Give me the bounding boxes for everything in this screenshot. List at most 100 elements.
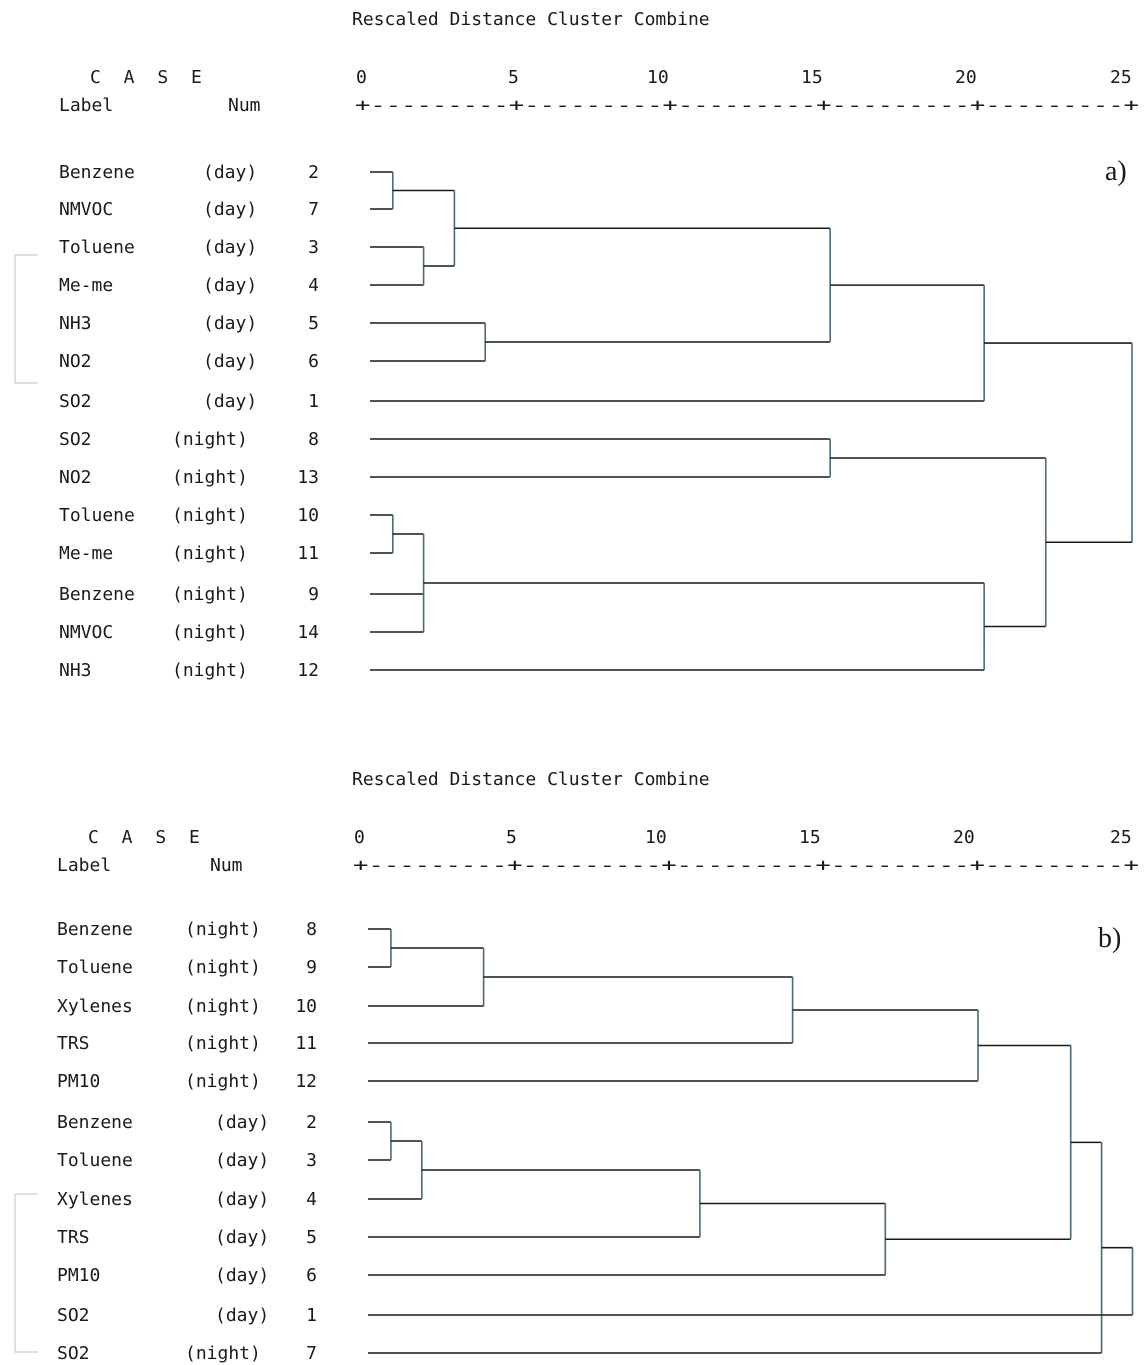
panel-a-tick-25: 25 xyxy=(1110,67,1132,88)
panel-b-label: b) xyxy=(1098,923,1121,954)
panel-a-case-period: (day) xyxy=(203,237,257,258)
panel-b-case-header: C A S E xyxy=(88,827,206,848)
panel-a-case-name: SO2 xyxy=(59,391,92,412)
panel-b-case-period: (day) xyxy=(215,1305,269,1326)
panel-b-scale-line: +---------+---------+---------+---------… xyxy=(353,855,1139,876)
panel-a-case-header: C A S E xyxy=(90,67,208,88)
panel-b-case-period: (day) xyxy=(215,1265,269,1286)
panel-b-tick-20: 20 xyxy=(953,827,975,848)
panel-a-case-period: (night) xyxy=(172,467,248,488)
panel-a-case-num: 4 xyxy=(308,275,319,296)
panel-a-case-num: 12 xyxy=(297,660,319,681)
panel-a-case-period: (night) xyxy=(172,543,248,564)
panel-b-case-num: 6 xyxy=(306,1265,317,1286)
panel-b-case-period: (night) xyxy=(185,1033,261,1054)
panel-a-case-period: (night) xyxy=(172,584,248,605)
panel-a-case-name: Benzene xyxy=(59,584,135,605)
panel-a-case-name: SO2 xyxy=(59,429,92,450)
panel-a-case-period: (night) xyxy=(172,429,248,450)
panel-a-case-name: NO2 xyxy=(59,351,92,372)
panel-a-case-name: NMVOC xyxy=(59,622,113,643)
panel-a-case-period: (day) xyxy=(203,162,257,183)
panel-a-case-name: Toluene xyxy=(59,237,135,258)
panel-b-case-num: 3 xyxy=(306,1150,317,1171)
panel-a-case-num: 14 xyxy=(297,622,319,643)
panel-a-case-num: 8 xyxy=(308,429,319,450)
panel-a-tick-10: 10 xyxy=(647,67,669,88)
panel-b-case-num: 2 xyxy=(306,1112,317,1133)
panel-b-tree xyxy=(368,928,1134,1354)
panel-a-case-num: 5 xyxy=(308,313,319,334)
panel-b-bracket xyxy=(14,1193,38,1353)
panel-a-case-num: 10 xyxy=(297,505,319,526)
panel-b-tick-25: 25 xyxy=(1110,827,1132,848)
dendrogram-panel-a: Rescaled Distance Cluster Combine C A S … xyxy=(14,9,1139,681)
panel-b-tick-5: 5 xyxy=(506,827,517,848)
panel-a-num-header: Num xyxy=(228,95,261,116)
panel-b-case-num: 8 xyxy=(306,919,317,940)
panel-a-scale-ticks: 0 5 10 15 20 25 xyxy=(356,67,1132,88)
panel-a-case-period: (night) xyxy=(172,660,248,681)
panel-b-case-period: (day) xyxy=(215,1189,269,1210)
panel-b-case-period: (day) xyxy=(215,1227,269,1248)
panel-a-tick-15: 15 xyxy=(801,67,823,88)
panel-a-case-period: (night) xyxy=(172,505,248,526)
panel-a-case-period: (day) xyxy=(203,275,257,296)
panel-a-case-num: 11 xyxy=(297,543,319,564)
panel-a-case-num: 9 xyxy=(308,584,319,605)
panel-b-case-num: 7 xyxy=(306,1343,317,1364)
panel-b-case-period: (night) xyxy=(185,1343,261,1364)
panel-b-case-name: SO2 xyxy=(57,1343,90,1364)
panel-b-case-name: SO2 xyxy=(57,1305,90,1326)
panel-b-case-name: Toluene xyxy=(57,1150,133,1171)
panel-b-num-header: Num xyxy=(210,855,243,876)
panel-a-case-name: Benzene xyxy=(59,162,135,183)
panel-b-case-name: Xylenes xyxy=(57,1189,133,1210)
panel-a-case-labels: Benzene (day) 2 NMVOC (day) 7 Toluene (day) 3 Me-… xyxy=(59,162,319,681)
panel-a-case-period: (day) xyxy=(203,391,257,412)
panel-a-tick-5: 5 xyxy=(508,67,519,88)
panel-a-bracket xyxy=(14,254,38,384)
panel-a-tree xyxy=(370,171,1133,671)
panel-b-case-period: (night) xyxy=(185,919,261,940)
panel-b-scale-ticks: 0 5 10 15 20 25 xyxy=(354,827,1132,848)
panel-a-case-num: 3 xyxy=(308,237,319,258)
panel-a-case-num: 1 xyxy=(308,391,319,412)
panel-a-case-name: NMVOC xyxy=(59,199,113,220)
panel-b-tick-10: 10 xyxy=(645,827,667,848)
panel-b-case-period: (night) xyxy=(185,1071,261,1092)
panel-a-case-name: NO2 xyxy=(59,467,92,488)
panel-a-tick-20: 20 xyxy=(955,67,977,88)
panel-a-case-name: NH3 xyxy=(59,313,92,334)
panel-b-case-num: 10 xyxy=(295,996,317,1017)
panel-b-tick-0: 0 xyxy=(354,827,365,848)
panel-a-tick-0: 0 xyxy=(356,67,367,88)
panel-b-title: Rescaled Distance Cluster Combine xyxy=(352,769,710,790)
dendrogram-panel-b: Rescaled Distance Cluster Combine C A S … xyxy=(14,769,1139,1364)
panel-a-label-header: Label xyxy=(59,95,113,116)
panel-a-case-name: Me-me xyxy=(59,543,113,564)
panel-b-case-num: 4 xyxy=(306,1189,317,1210)
panel-a-case-num: 2 xyxy=(308,162,319,183)
panel-b-case-name: Toluene xyxy=(57,957,133,978)
panel-b-case-name: TRS xyxy=(57,1227,90,1248)
panel-b-case-num: 1 xyxy=(306,1305,317,1326)
panel-b-case-name: PM10 xyxy=(57,1071,100,1092)
panel-b-case-num: 5 xyxy=(306,1227,317,1248)
panel-a-scale-line: +---------+---------+---------+---------… xyxy=(355,95,1139,116)
panel-b-case-name: Benzene xyxy=(57,1112,133,1133)
panel-b-case-num: 12 xyxy=(295,1071,317,1092)
panel-a-case-period: (day) xyxy=(203,351,257,372)
panel-a-case-num: 6 xyxy=(308,351,319,372)
panel-b-case-period: (night) xyxy=(185,957,261,978)
panel-a-case-period: (night) xyxy=(172,622,248,643)
panel-b-case-labels: Benzene (night) 8 Toluene (night) 9 Xylenes (ni… xyxy=(57,919,317,1364)
panel-b-case-name: TRS xyxy=(57,1033,90,1054)
panel-a-case-name: Toluene xyxy=(59,505,135,526)
panel-b-case-num: 11 xyxy=(295,1033,317,1054)
panel-a-case-name: NH3 xyxy=(59,660,92,681)
panel-b-case-num: 9 xyxy=(306,957,317,978)
panel-b-tick-15: 15 xyxy=(799,827,821,848)
panel-b-case-name: Benzene xyxy=(57,919,133,940)
